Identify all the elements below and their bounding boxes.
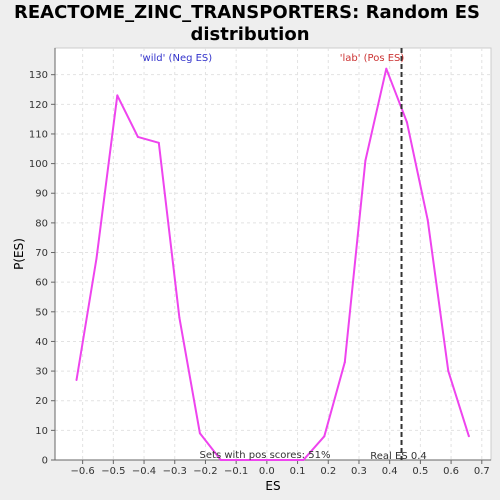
x-tick-label: 0.2	[320, 466, 336, 477]
data-point	[157, 141, 160, 144]
data-point	[323, 435, 326, 438]
y-tick-label: 120	[29, 100, 48, 111]
data-point	[198, 432, 201, 435]
x-axis-label: ES	[265, 479, 280, 493]
data-point	[467, 435, 470, 438]
annotation-pos-scores: Sets with pos scores: 51%	[200, 450, 331, 461]
data-point	[343, 361, 346, 364]
x-tick-label: −0.2	[193, 466, 217, 477]
y-tick-label: 100	[29, 159, 48, 170]
x-tick-label: −0.6	[70, 466, 94, 477]
y-tick-label: 60	[35, 278, 48, 289]
x-tick-label: −0.5	[101, 466, 125, 477]
data-point	[302, 459, 305, 461]
x-tick-label: 0.6	[443, 466, 459, 477]
x-tick-label: −0.4	[132, 466, 156, 477]
x-tick-label: −0.3	[163, 466, 187, 477]
x-tick-label: −0.1	[224, 466, 248, 477]
y-tick-label: 130	[29, 70, 48, 81]
y-tick-label: 80	[35, 218, 48, 229]
plot-area	[54, 47, 492, 461]
y-tick-label: 70	[35, 248, 48, 259]
x-tick-label: 0.5	[412, 466, 428, 477]
y-tick-label: 90	[35, 189, 48, 200]
data-point	[219, 459, 222, 461]
data-point	[240, 459, 243, 461]
x-tick-label: 0.1	[290, 466, 306, 477]
x-tick-label: 0.3	[351, 466, 367, 477]
chart-title-line-1: REACTOME_ZINC_TRANSPORTERS: Random ES	[14, 2, 480, 23]
reference-line-group: Real ES 0.4	[370, 48, 427, 462]
data-point	[260, 459, 263, 461]
series-line	[75, 67, 470, 461]
x-axis: −0.6 −0.5 −0.4 −0.3 −0.2 −0.1 0.0 0.1 0.2 0.3 0.4 0…	[55, 459, 491, 477]
y-tick-label: 50	[35, 307, 48, 318]
data-point	[116, 94, 119, 97]
y-tick-label: 10	[35, 426, 48, 437]
data-point	[426, 218, 429, 221]
data-point	[281, 459, 284, 461]
y-axis: 0 10 20 30 40 50 60 70 80 90 100 110 120 130	[29, 48, 56, 467]
y-tick-label: 110	[29, 129, 48, 140]
y-tick-label: 30	[35, 367, 48, 378]
data-point	[447, 370, 450, 373]
data-point	[364, 159, 367, 162]
y-tick-label: 0	[42, 456, 48, 467]
y-axis-label: P(ES)	[12, 238, 26, 270]
series-group	[75, 67, 470, 461]
data-point	[75, 378, 78, 381]
real-es-label: Real ES 0.4	[370, 451, 426, 462]
data-point	[136, 135, 139, 138]
y-tick-label: 40	[35, 337, 48, 348]
data-point	[405, 121, 408, 124]
annotation-pos-es: 'lab' (Pos ES)	[340, 53, 405, 64]
chart-title-line-2: distribution	[190, 24, 309, 45]
annotation-neg-es: 'wild' (Neg ES)	[140, 53, 212, 64]
x-tick-label: 0.4	[382, 466, 398, 477]
data-point	[178, 316, 181, 319]
gridlines	[55, 48, 491, 461]
data-point	[385, 67, 388, 70]
x-tick-label: 0.7	[474, 466, 490, 477]
y-tick-label: 20	[35, 396, 48, 407]
x-tick-label: 0.0	[259, 466, 275, 477]
data-point	[95, 257, 98, 260]
